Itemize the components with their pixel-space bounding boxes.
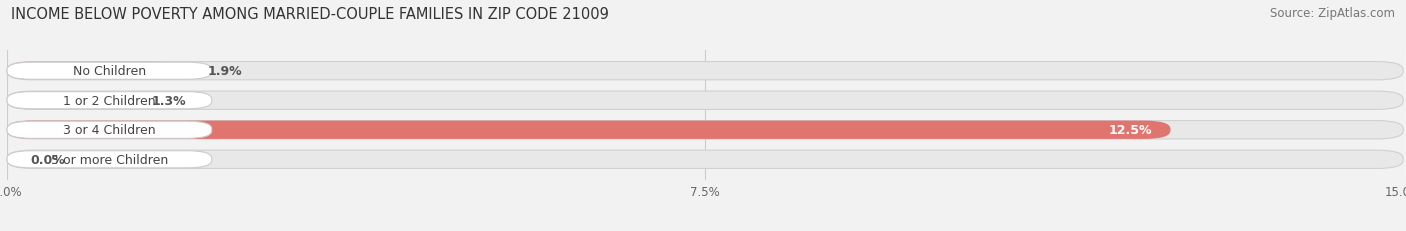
- Text: 0.0%: 0.0%: [31, 153, 65, 166]
- Text: 1.3%: 1.3%: [152, 94, 186, 107]
- Text: 1.9%: 1.9%: [207, 65, 242, 78]
- Text: 12.5%: 12.5%: [1108, 124, 1152, 137]
- FancyBboxPatch shape: [7, 92, 212, 109]
- FancyBboxPatch shape: [7, 122, 212, 139]
- Text: Source: ZipAtlas.com: Source: ZipAtlas.com: [1270, 7, 1395, 20]
- Text: INCOME BELOW POVERTY AMONG MARRIED-COUPLE FAMILIES IN ZIP CODE 21009: INCOME BELOW POVERTY AMONG MARRIED-COUPL…: [11, 7, 609, 22]
- FancyBboxPatch shape: [7, 63, 212, 80]
- FancyBboxPatch shape: [7, 121, 1403, 139]
- FancyBboxPatch shape: [7, 92, 1403, 110]
- Text: No Children: No Children: [73, 65, 146, 78]
- Text: 3 or 4 Children: 3 or 4 Children: [63, 124, 156, 137]
- FancyBboxPatch shape: [7, 62, 184, 81]
- FancyBboxPatch shape: [7, 150, 1403, 169]
- Text: 1 or 2 Children: 1 or 2 Children: [63, 94, 156, 107]
- Text: 5 or more Children: 5 or more Children: [51, 153, 169, 166]
- FancyBboxPatch shape: [7, 151, 212, 168]
- FancyBboxPatch shape: [7, 121, 1171, 139]
- FancyBboxPatch shape: [7, 62, 1403, 81]
- FancyBboxPatch shape: [7, 92, 128, 110]
